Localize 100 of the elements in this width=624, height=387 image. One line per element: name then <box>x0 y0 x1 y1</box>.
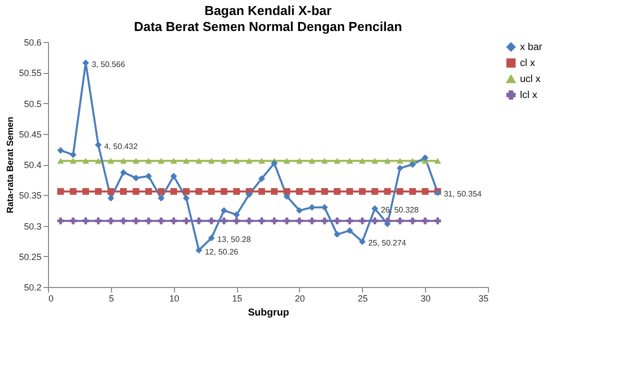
chart-title: Bagan Kendali X-bar <box>204 3 332 18</box>
point <box>396 217 404 224</box>
point <box>158 217 164 224</box>
y-axis-title: Rata-rata Berat Semen <box>4 116 15 214</box>
point <box>321 188 328 195</box>
x-tick-label: 10 <box>169 294 180 304</box>
point <box>57 147 64 154</box>
x-tick-label: 35 <box>478 294 488 304</box>
point <box>308 188 316 195</box>
point <box>258 158 266 164</box>
point <box>70 158 76 164</box>
point <box>70 151 76 158</box>
point <box>132 158 140 164</box>
point <box>358 238 366 246</box>
point <box>158 158 164 164</box>
point <box>170 188 178 195</box>
point <box>108 194 114 202</box>
point <box>346 217 354 224</box>
point <box>82 217 90 224</box>
point <box>94 142 102 148</box>
point <box>170 217 178 224</box>
y-tick-label: 50.5 <box>24 98 42 109</box>
point <box>258 175 266 182</box>
point <box>94 158 102 164</box>
point <box>220 217 228 224</box>
point <box>145 158 152 164</box>
point <box>384 158 391 164</box>
point <box>270 188 278 195</box>
point <box>70 217 76 224</box>
point <box>321 217 328 224</box>
point <box>296 188 303 195</box>
y-tick-label: 50.6 <box>24 38 42 48</box>
point <box>208 217 215 224</box>
point <box>108 217 114 224</box>
point <box>182 158 190 164</box>
point <box>120 158 127 164</box>
legend-label: x bar <box>520 42 543 53</box>
point <box>145 217 152 224</box>
point <box>384 220 391 228</box>
point <box>334 217 340 224</box>
point <box>372 158 378 164</box>
point <box>308 217 316 224</box>
point <box>409 161 416 168</box>
point <box>94 188 102 195</box>
annotation: 13, 50.28 <box>217 235 252 244</box>
point <box>208 188 215 195</box>
point <box>182 217 190 224</box>
point <box>409 217 416 224</box>
annotation: 31, 50.354 <box>444 190 482 199</box>
point <box>434 217 442 224</box>
point <box>246 191 252 198</box>
legend-label: ucl x <box>520 74 541 85</box>
point <box>346 188 354 195</box>
chart-subtitle: Data Berat Semen Normal Dengan Pencilan <box>134 19 402 34</box>
x-tick-label: 0 <box>48 294 54 304</box>
annotation: 12, 50.26 <box>204 247 239 256</box>
x-tick-label: 25 <box>358 294 368 304</box>
point <box>334 158 340 164</box>
x-tick-label: 20 <box>294 294 305 304</box>
annotation: 4, 50.432 <box>104 142 138 151</box>
point <box>182 188 190 195</box>
point <box>132 217 140 224</box>
y-tick-label: 50.25 <box>18 252 42 262</box>
x-tick-label: 5 <box>108 294 114 304</box>
point <box>208 158 215 164</box>
point <box>170 158 178 164</box>
y-tick-label: 50.2 <box>24 282 42 292</box>
point <box>296 207 303 214</box>
legend-label: lcl x <box>520 90 538 101</box>
point <box>182 194 190 202</box>
y-tick-label: 50.4 <box>24 160 42 170</box>
point <box>57 217 64 224</box>
point <box>196 188 202 195</box>
point <box>145 188 152 195</box>
point <box>208 234 215 242</box>
point <box>434 158 442 164</box>
point <box>120 188 127 195</box>
point <box>384 188 391 195</box>
point <box>284 192 290 200</box>
point <box>409 188 416 195</box>
point <box>321 158 328 164</box>
point <box>334 230 340 238</box>
y-tick-label: 50.35 <box>18 190 42 201</box>
point <box>422 217 428 224</box>
point <box>120 169 127 176</box>
point <box>82 158 90 164</box>
point <box>145 172 152 180</box>
point <box>321 204 328 211</box>
point <box>158 194 164 202</box>
point <box>258 217 266 224</box>
point <box>284 188 290 195</box>
point <box>346 158 354 164</box>
annotation: 3, 50.566 <box>92 60 126 69</box>
point <box>220 207 228 214</box>
point <box>108 188 114 195</box>
point <box>346 227 354 234</box>
point <box>196 217 202 224</box>
point <box>284 217 290 224</box>
point <box>196 246 202 254</box>
point <box>246 158 252 164</box>
